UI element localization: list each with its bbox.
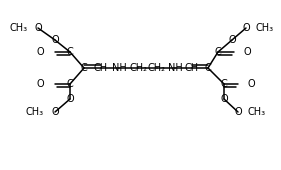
Text: O: O (66, 94, 74, 104)
Text: O: O (51, 107, 59, 117)
Text: NH: NH (168, 63, 182, 73)
Text: O: O (228, 35, 236, 45)
Text: O: O (247, 79, 255, 89)
Text: O: O (51, 35, 59, 45)
Text: O: O (242, 23, 250, 33)
Text: C: C (81, 63, 87, 73)
Text: NH: NH (112, 63, 126, 73)
Text: CH₃: CH₃ (256, 23, 274, 33)
Text: O: O (36, 79, 44, 89)
Text: C: C (67, 79, 73, 89)
Text: C: C (215, 47, 221, 57)
Text: C: C (205, 63, 211, 73)
Text: CH₃: CH₃ (248, 107, 266, 117)
Text: C: C (67, 47, 73, 57)
Text: O: O (220, 94, 228, 104)
Text: O: O (34, 23, 42, 33)
Text: CH: CH (94, 63, 108, 73)
Text: CH₃: CH₃ (26, 107, 44, 117)
Text: O: O (243, 47, 251, 57)
Text: CH₂: CH₂ (129, 63, 147, 73)
Text: CH: CH (185, 63, 199, 73)
Text: O: O (234, 107, 242, 117)
Text: CH₂: CH₂ (148, 63, 166, 73)
Text: CH₃: CH₃ (10, 23, 28, 33)
Text: O: O (36, 47, 44, 57)
Text: C: C (221, 79, 227, 89)
